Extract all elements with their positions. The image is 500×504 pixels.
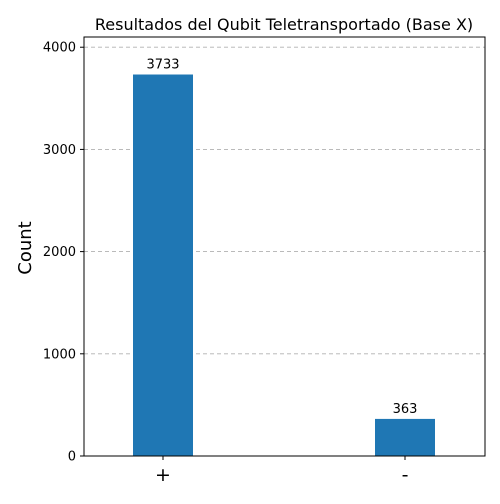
y-axis-ticks: 0 1000 2000 3000 4000 (43, 41, 84, 465)
plot-frame (83, 36, 486, 457)
chart-title: Resultados del Qubit Teletransportado (B… (95, 15, 473, 34)
y-tick-label-3000: 3000 (43, 143, 76, 158)
bars (133, 74, 435, 456)
x-axis-ticks: + - (155, 456, 408, 486)
bar-minus (375, 418, 435, 456)
bar-value-labels: 3733 363 (146, 58, 417, 417)
bar-value-label-plus: 3733 (146, 58, 179, 73)
y-tick-label-4000: 4000 (43, 41, 76, 56)
x-tick-label-minus: - (402, 464, 409, 486)
x-tick-label-plus: + (155, 464, 171, 486)
bar-value-label-minus: 363 (393, 402, 418, 417)
y-axis-label: Count (15, 221, 36, 274)
y-tick-label-0: 0 (68, 450, 76, 465)
y-tick-label-2000: 2000 (43, 245, 76, 260)
bar-plus (133, 74, 193, 456)
y-tick-label-1000: 1000 (43, 347, 76, 362)
